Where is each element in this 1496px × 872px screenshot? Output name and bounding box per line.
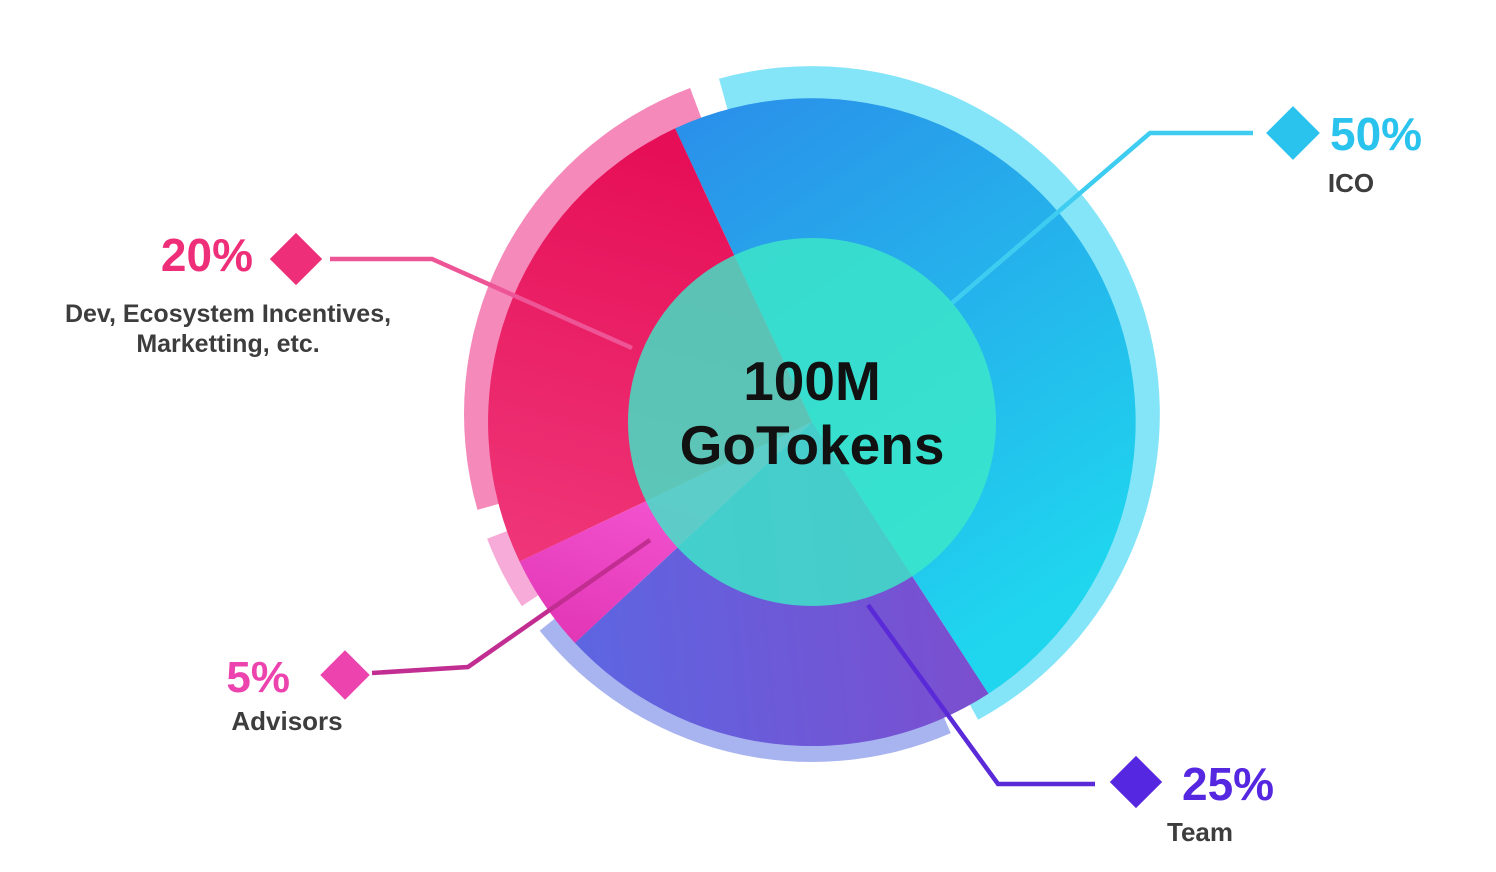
total-supply-line2: GoTokens (680, 414, 945, 476)
team-percent-label: 25% (1182, 758, 1274, 810)
ico-diamond-marker (1266, 106, 1320, 160)
team-leader-line (866, 603, 1095, 787)
ico-leader-line (950, 130, 1253, 305)
advisors-percent-label: 5% (226, 653, 290, 702)
advisors-diamond-marker (320, 650, 370, 700)
total-supply-line1: 100M (743, 350, 881, 412)
dev-leader-line (330, 256, 633, 351)
team-diamond-marker (1109, 755, 1163, 809)
ico-name-label: ICO (1328, 168, 1374, 198)
ico-percent-label: 50% (1330, 108, 1422, 160)
dev-percent-label: 20% (161, 229, 253, 281)
dev-name-label-line1: Dev, Ecosystem Incentives, (65, 300, 391, 328)
donut-center-circle (628, 238, 996, 606)
advisors-name-label: Advisors (231, 706, 342, 736)
advisors-leader-line (371, 538, 652, 676)
dev-name-label-line2: Marketting, etc. (136, 330, 319, 358)
team-name-label: Team (1167, 817, 1233, 847)
dev-diamond-marker (269, 232, 323, 286)
